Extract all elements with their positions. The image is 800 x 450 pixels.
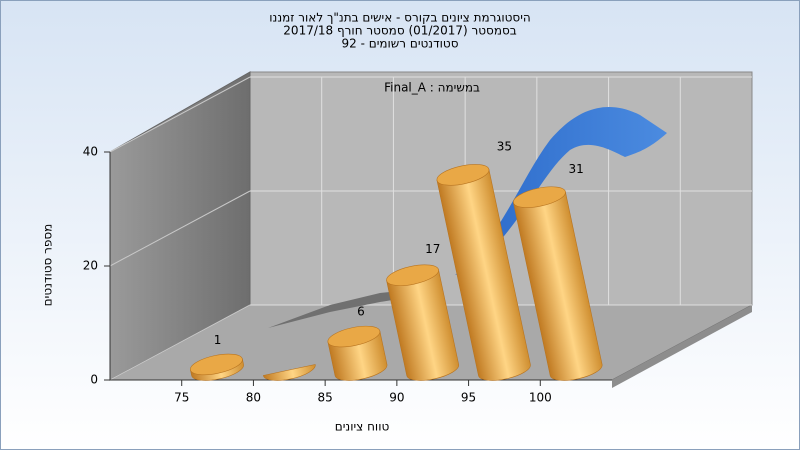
y-tick-label: 20 — [83, 259, 98, 273]
chart-title: היסטוגרמת ציונים בקורס - אישים בתנ"ך לאו… — [269, 11, 530, 25]
bar-top — [386, 264, 439, 286]
x-tick-label: 95 — [461, 391, 476, 405]
value-label: 17 — [425, 242, 440, 256]
floor-edge — [612, 305, 752, 388]
annotation: במשימה : Final_A — [384, 81, 480, 95]
bar — [513, 191, 603, 381]
bar — [386, 269, 459, 381]
x-tick-label: 85 — [318, 391, 333, 405]
bar-top — [190, 353, 243, 376]
grid-line — [109, 304, 251, 381]
curve-ribbon — [455, 107, 667, 275]
bar-top — [513, 186, 566, 208]
y-axis-label: מספר סטודנטים — [41, 224, 55, 307]
grid-line — [109, 190, 251, 267]
x-tick-label: 80 — [246, 391, 261, 405]
bar-top — [436, 164, 490, 186]
grid-line — [109, 76, 251, 153]
value-label: 31 — [569, 162, 584, 176]
bar-top — [327, 325, 381, 348]
y-tick-label: 0 — [90, 373, 98, 387]
chart-title: בסמסטר (01/2017) סמסטר חורף 2017/18 — [283, 24, 516, 38]
x-tick-label: 90 — [389, 391, 404, 405]
value-label: 6 — [357, 305, 365, 319]
x-tick-label: 75 — [174, 391, 189, 405]
value-label: 35 — [497, 139, 512, 153]
value-label: 1 — [214, 333, 222, 347]
x-tick-label: 100 — [529, 391, 552, 405]
bar — [262, 364, 316, 381]
bar — [436, 168, 531, 381]
curve-ribbon — [268, 290, 410, 328]
chart-title: סטודנטים רשומים - 92 — [341, 37, 458, 51]
y-tick-label: 40 — [83, 145, 98, 159]
x-axis-label: טווח ציונים — [335, 420, 390, 434]
